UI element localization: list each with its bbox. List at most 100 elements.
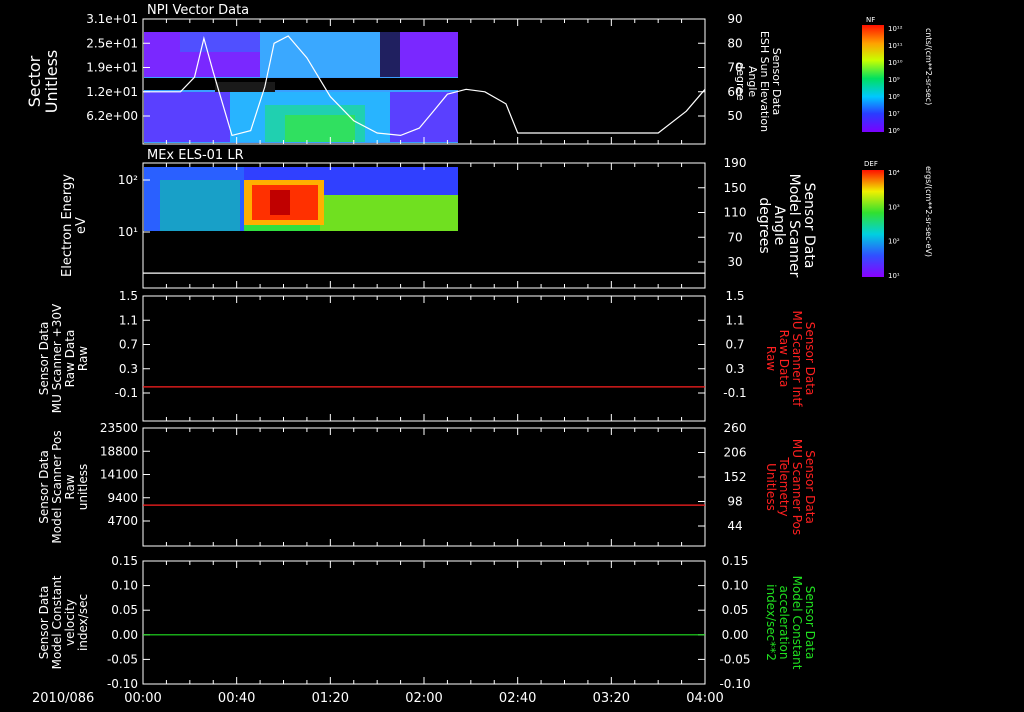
colorbar-tick-label: 10¹ — [888, 272, 900, 280]
time-tick-label: 04:00 — [686, 691, 723, 706]
colorbar-nf-tag: NF — [866, 16, 875, 24]
y-tick-label-right: 0.10 — [722, 579, 749, 593]
left-axis-title-line: velocity — [63, 599, 77, 646]
panel-2-axes: 10² 10¹ 190 150 110 70 30 Electron Energy eV Sens… — [60, 156, 817, 288]
left-axis-title-line: Raw Data — [63, 330, 77, 388]
y-tick-label-right: 110 — [724, 206, 747, 220]
panel-5-axes: 0.15 0.10 0.05 0.00 -0.05 -0.10 0.15 0.10 0.05 0.… — [37, 554, 817, 691]
colorbar-nf-ticks: 10¹² 10¹¹ 10¹⁰ 10⁹ 10⁸ 10⁷ 10⁶ — [888, 25, 903, 135]
y-tick-label-left: 1.5 — [119, 289, 138, 303]
y-tick-label-left: 0.10 — [111, 579, 138, 593]
right-axis-title-line: Model Constant — [790, 576, 804, 670]
right-axis-title-line: Sensor Data — [801, 183, 817, 269]
y-tick-label-left: 0.05 — [111, 603, 138, 617]
right-axis-title-line: ESH Sun Elevation — [758, 31, 771, 132]
y-tick-label-right: 206 — [724, 446, 747, 460]
panel-3-frame — [142, 295, 706, 422]
y-tick-label-right: 260 — [724, 421, 747, 435]
colorbar-tick-label: 10⁸ — [888, 93, 900, 101]
left-axis-title-line: unitless — [76, 464, 90, 510]
time-tick-label: 03:20 — [593, 691, 630, 706]
time-tick-label: 00:00 — [124, 691, 161, 706]
colorbar-tick-label: 10¹⁰ — [888, 59, 903, 67]
colorbar-tick-label: 10⁹ — [888, 76, 900, 84]
npi-spec-band-7 — [285, 115, 355, 142]
y-tick-label-left: 23500 — [100, 421, 138, 435]
y-tick-label-left: -0.1 — [115, 386, 138, 400]
npi-spec-gap — [144, 78, 458, 90]
right-axis-title-line: Model Scanner — [786, 174, 802, 278]
colorbar-nf-bar — [862, 25, 884, 132]
right-axis-title-line: Raw Data — [777, 330, 791, 388]
y-tick-label-left: 1.1 — [119, 313, 138, 327]
date-label: 2010/086 — [32, 691, 94, 706]
right-axis-title-line: Telemetry — [777, 456, 791, 516]
right-axis-title-line: Sensor Data — [803, 586, 817, 660]
colorbar-tick-label: 10⁴ — [888, 169, 900, 177]
y-tick-label-right: 98 — [727, 495, 742, 509]
left-axis-title-line: Electron Energy — [60, 174, 75, 277]
right-axis-title-line: degrees — [756, 197, 772, 253]
y-tick-label-left: 2.5e+01 — [86, 36, 138, 50]
y-tick-label-right: 0.00 — [722, 628, 749, 642]
els-spec-band-7 — [270, 190, 290, 215]
left-axis-title-line: Sensor Data — [37, 450, 51, 524]
panel-5-frame — [142, 560, 706, 685]
y-tick-label-left: 6.2e+00 — [86, 109, 138, 123]
panel-1-axes: 3.1e+01 2.5e+01 1.9e+01 1.2e+01 6.2e+00 90 80 7… — [25, 12, 783, 144]
y-tick-label-right: 150 — [724, 181, 747, 195]
right-axis-title-line: Sensor Data — [770, 48, 783, 115]
left-axis-title-line: Raw — [63, 474, 77, 499]
y-tick-label-left: 10¹ — [118, 225, 138, 239]
y-tick-label-right: -0.10 — [719, 677, 750, 691]
right-axis-title-line: acceleration — [777, 586, 791, 660]
els-spectrogram — [144, 167, 458, 231]
y-tick-label-left: 14100 — [100, 468, 138, 482]
left-axis-title-line: MU Scanner +30V — [50, 303, 64, 413]
y-tick-label-right: 60 — [727, 85, 742, 99]
colorbar-tick-label: 10² — [888, 238, 900, 246]
npi-spec-band-8 — [380, 32, 400, 77]
series-line-panel-1 — [143, 35, 706, 137]
y-tick-label-left: 0.00 — [111, 628, 138, 642]
y-tick-label-right: 0.3 — [725, 362, 744, 376]
y-tick-label-left: 18800 — [100, 444, 138, 458]
left-axis-title-line: Raw — [76, 346, 90, 371]
panel-2-title: MEx ELS-01 LR — [147, 148, 244, 163]
y-tick-label-left: -0.10 — [107, 677, 138, 691]
npi-spec-band-2 — [260, 32, 380, 77]
y-tick-label-left: 1.9e+01 — [86, 61, 138, 75]
right-axis-title-line: Sensor Data — [803, 322, 817, 396]
colorbar-tick-label: 10⁶ — [888, 127, 900, 135]
y-tick-label-left: 9400 — [107, 491, 138, 505]
npi-spec-band-9 — [215, 82, 275, 92]
colorbar-nf: NF 10¹² 10¹¹ 10¹⁰ 10⁹ 10⁸ 10⁷ 10⁶ cnts/(cm**2-… — [862, 16, 933, 135]
y-tick-label-right: 0.15 — [722, 554, 749, 568]
time-tick-label: 01:20 — [312, 691, 349, 706]
els-spec-band-4 — [320, 195, 458, 231]
right-axis-title-line: Sensor Data — [803, 450, 817, 524]
y-tick-label-left: 1.2e+01 — [86, 85, 138, 99]
right-axis-title-line: Raw — [764, 346, 778, 371]
panel-1-title: NPI Vector Data — [147, 3, 249, 18]
y-tick-label-right: 152 — [724, 470, 747, 484]
right-axis-title-line: MU Scanner Pos — [790, 439, 804, 535]
npi-spec-band-3 — [180, 32, 260, 52]
y-tick-label-right: 70 — [727, 61, 742, 75]
els-spec-band-8 — [160, 180, 240, 231]
left-axis-title-line: Unitless — [42, 50, 61, 114]
colorbar-tick-label: 10⁷ — [888, 110, 900, 118]
y-tick-label-right: 44 — [727, 519, 742, 533]
y-tick-label-left: 10² — [118, 173, 138, 187]
y-tick-label-right: 90 — [727, 12, 742, 26]
y-tick-label-right: 80 — [727, 36, 742, 50]
left-axis-title-line: eV — [74, 217, 89, 234]
y-tick-label-right: 30 — [727, 255, 742, 269]
colorbar-tick-label: 10¹² — [888, 25, 903, 33]
left-axis-title-line: Sensor Data — [37, 586, 51, 660]
colorbar-def: DEF 10⁴ 10³ 10² 10¹ ergs/(cm**2-sr-sec-eV) — [862, 160, 933, 280]
left-axis-title-line: index/sec — [76, 594, 90, 651]
y-tick-label-left: 0.3 — [119, 362, 138, 376]
